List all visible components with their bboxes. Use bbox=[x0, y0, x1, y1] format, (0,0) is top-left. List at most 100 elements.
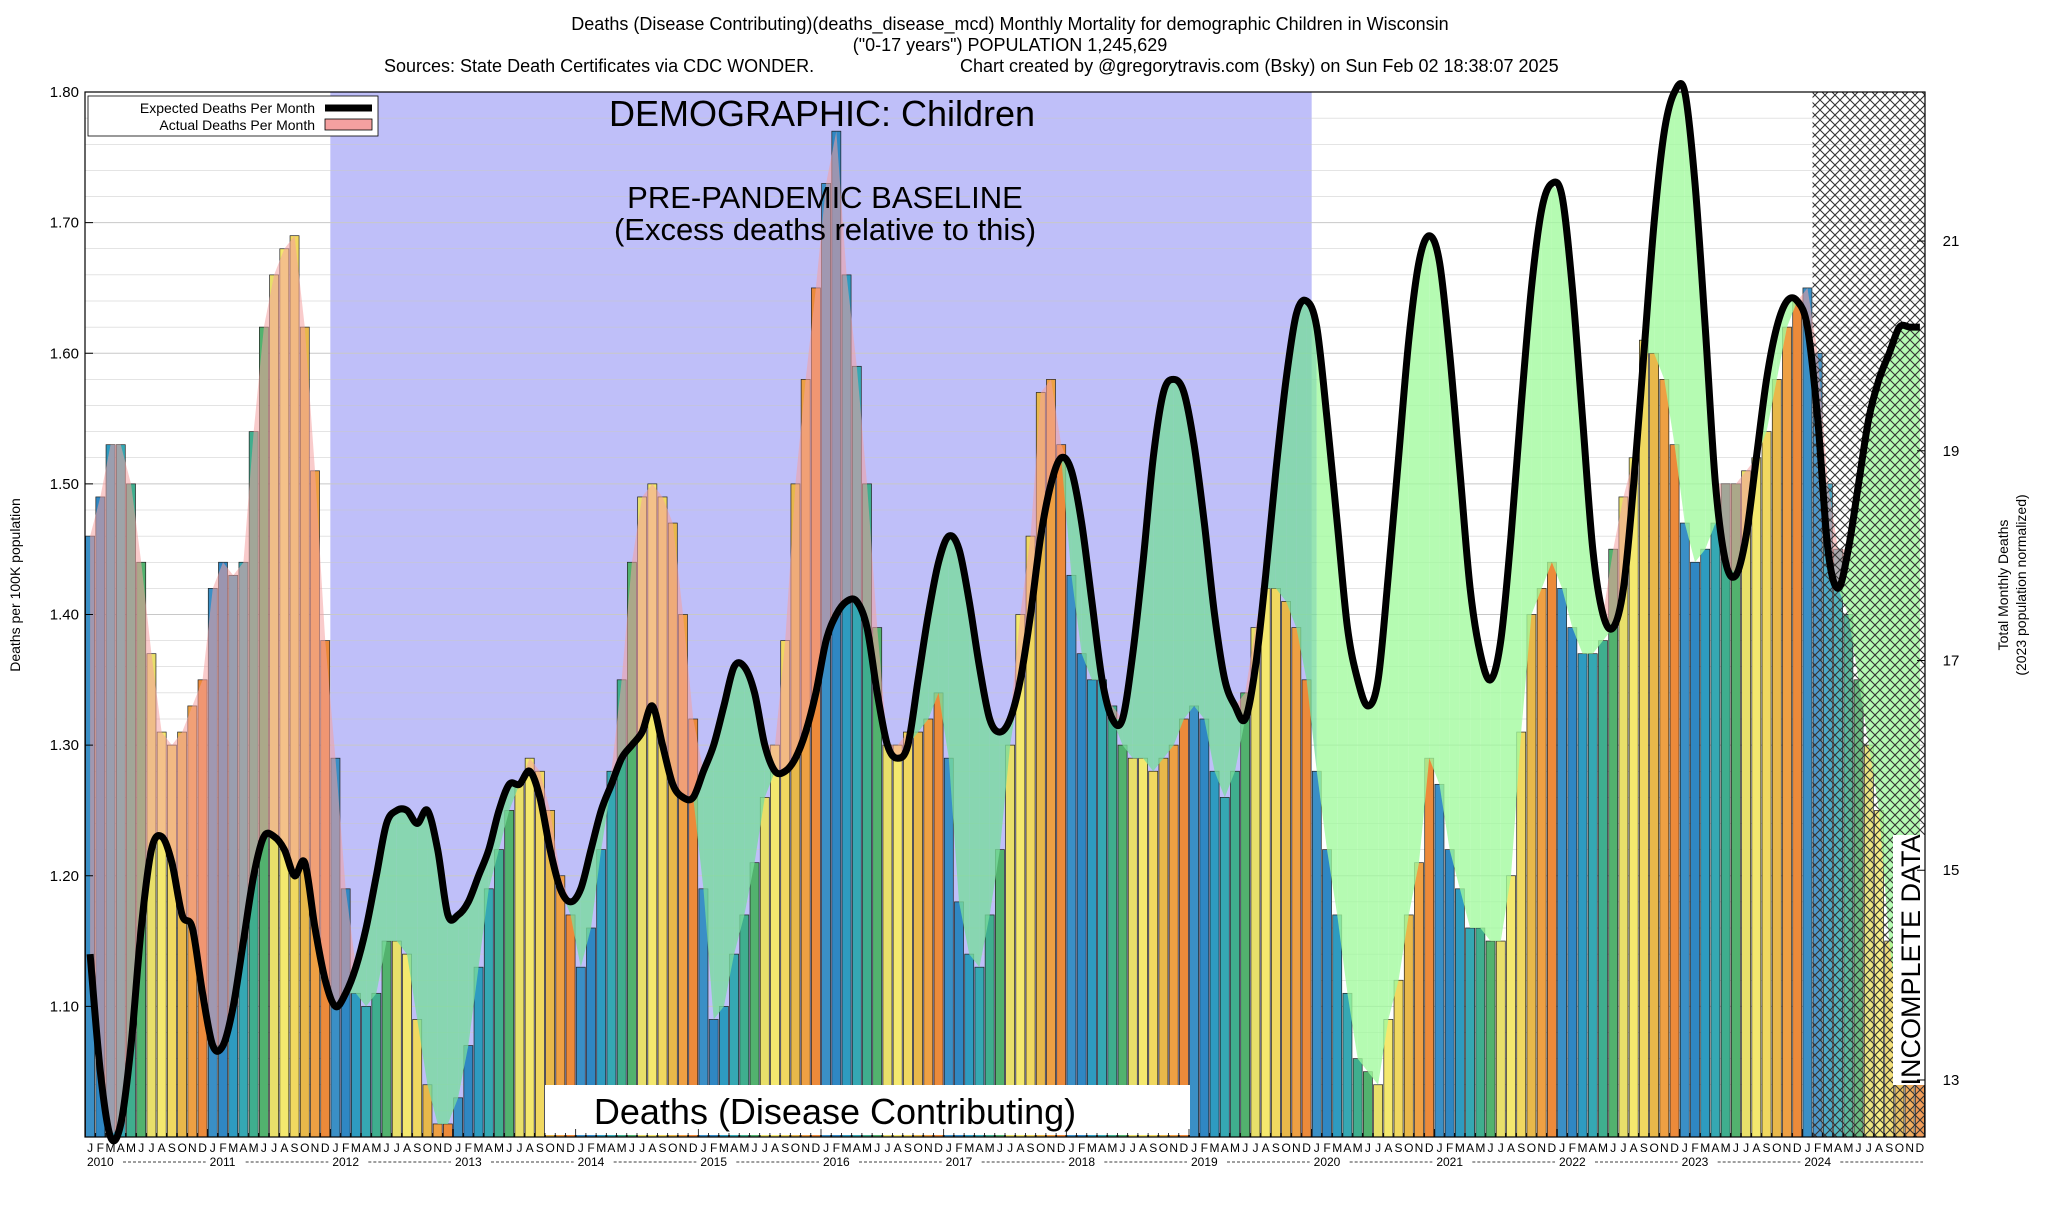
x-month-label: A bbox=[526, 1141, 534, 1155]
x-month-label: F bbox=[1201, 1141, 1208, 1155]
excess-fill-segment bbox=[1275, 379, 1287, 602]
x-month-label: A bbox=[239, 1141, 247, 1155]
y-tick-label: 1.40 bbox=[50, 607, 79, 624]
x-month-label: D bbox=[566, 1141, 575, 1155]
excess-fill-segment bbox=[1214, 614, 1225, 798]
excess-fill-segment bbox=[1398, 340, 1409, 981]
x-month-label: M bbox=[862, 1141, 872, 1155]
actual-bar bbox=[351, 992, 361, 1138]
x-month-label: N bbox=[924, 1141, 933, 1155]
excess-fill-segment bbox=[1306, 301, 1317, 772]
excess-fill-segment bbox=[386, 810, 397, 942]
x-month-label: J bbox=[455, 1141, 461, 1155]
x-month-label: D bbox=[321, 1141, 330, 1155]
excess-fill-segment bbox=[1490, 640, 1501, 942]
excess-fill-segment bbox=[437, 849, 448, 1124]
x-month-label: M bbox=[596, 1141, 606, 1155]
excess-fill-segment bbox=[427, 810, 438, 1124]
x-month-label: J bbox=[1866, 1141, 1872, 1155]
x-month-label: N bbox=[1905, 1141, 1914, 1155]
actual-bar bbox=[1761, 431, 1772, 1138]
x-month-label: D bbox=[1425, 1141, 1434, 1155]
x-month-label: S bbox=[168, 1141, 176, 1155]
plot-frame bbox=[84, 91, 1926, 1138]
y2-tick-label: 15 bbox=[1943, 862, 1960, 879]
actual-bar bbox=[402, 953, 412, 1138]
actual-bar bbox=[1056, 444, 1067, 1138]
x-month-label: J bbox=[1068, 1141, 1074, 1155]
x-year-label: 2021 bbox=[1436, 1155, 1463, 1169]
x-month-label: N bbox=[1660, 1141, 1669, 1155]
actual-bar bbox=[1516, 731, 1527, 1138]
chart-credit: Chart created by @gregorytravis.com (Bsk… bbox=[960, 56, 1559, 76]
x-month-label: M bbox=[249, 1141, 259, 1155]
x-month-label: M bbox=[1087, 1141, 1097, 1155]
excess-fill-segment bbox=[1541, 183, 1552, 589]
actual-bar bbox=[1260, 588, 1271, 1138]
x-month-label: M bbox=[964, 1141, 974, 1155]
actual-bar bbox=[1301, 679, 1312, 1138]
excess-fill-segment bbox=[723, 666, 735, 1007]
actual-bar bbox=[1720, 483, 1731, 1138]
excess-fill-segment bbox=[1204, 523, 1215, 772]
x-month-label: A bbox=[403, 1141, 411, 1155]
x-month-label: F bbox=[1691, 1141, 1698, 1155]
x-month-label: A bbox=[117, 1141, 125, 1155]
excess-fill-segment bbox=[1695, 183, 1706, 563]
actual-bar bbox=[1659, 379, 1670, 1138]
x-year-label: 2022 bbox=[1559, 1155, 1586, 1169]
actual-bar bbox=[1230, 770, 1240, 1138]
actual-bar bbox=[1700, 548, 1711, 1138]
actual-bar bbox=[443, 1123, 453, 1138]
actual-bar bbox=[1148, 770, 1159, 1138]
actual-bar bbox=[1342, 992, 1353, 1138]
actual-bar bbox=[1669, 444, 1680, 1138]
x-month-label: J bbox=[1314, 1141, 1320, 1155]
excess-fill-segment bbox=[366, 875, 377, 1007]
actual-bar bbox=[432, 1123, 443, 1138]
x-month-label: D bbox=[1916, 1141, 1925, 1155]
chart-header: Deaths (Disease Contributing)(deaths_dis… bbox=[384, 14, 1559, 76]
x-month-label: F bbox=[219, 1141, 226, 1155]
x-month-label: J bbox=[823, 1141, 829, 1155]
x-year-label: 2020 bbox=[1314, 1155, 1341, 1169]
x-month-label: M bbox=[1107, 1141, 1117, 1155]
x-month-label: S bbox=[536, 1141, 544, 1155]
excess-fill-segment bbox=[1684, 92, 1695, 563]
excess-fill-segment bbox=[1449, 353, 1460, 889]
x-month-label: N bbox=[679, 1141, 688, 1155]
excess-fill-segment bbox=[1296, 301, 1307, 680]
x-month-label: A bbox=[1343, 1141, 1351, 1155]
x-year-label: 2013 bbox=[455, 1155, 482, 1169]
excess-fill-segment bbox=[1163, 379, 1174, 759]
x-month-label: S bbox=[1517, 1141, 1525, 1155]
y2-tick-label: 21 bbox=[1943, 233, 1960, 250]
actual-bar bbox=[1434, 783, 1445, 1138]
x-month-label: D bbox=[198, 1141, 207, 1155]
x-month-label: F bbox=[1569, 1141, 1576, 1155]
x-month-label: S bbox=[1149, 1141, 1157, 1155]
x-year-label: 2011 bbox=[210, 1155, 236, 1169]
excess-fill-segment bbox=[1674, 92, 1685, 524]
actual-bar bbox=[1240, 692, 1251, 1138]
x-month-label: M bbox=[1843, 1141, 1853, 1155]
x-year-label: 2024 bbox=[1804, 1155, 1831, 1169]
excess-fill-segment bbox=[999, 719, 1011, 850]
x-month-label: J bbox=[138, 1141, 144, 1155]
demographic-label: DEMOGRAPHIC: Children bbox=[609, 93, 1035, 134]
actual-bar bbox=[1179, 718, 1189, 1138]
excess-fill-segment bbox=[1664, 92, 1675, 445]
x-month-label: M bbox=[1475, 1141, 1485, 1155]
x-month-label: D bbox=[934, 1141, 943, 1155]
x-month-label: F bbox=[833, 1141, 840, 1155]
x-month-label: O bbox=[177, 1141, 186, 1155]
x-month-label: J bbox=[700, 1141, 706, 1155]
actual-bar bbox=[1281, 601, 1291, 1138]
x-month-label: A bbox=[853, 1141, 861, 1155]
actual-bar bbox=[1219, 797, 1230, 1138]
x-month-label: D bbox=[812, 1141, 821, 1155]
actual-bar bbox=[1363, 1071, 1373, 1138]
x-year-label: 2014 bbox=[578, 1155, 605, 1169]
x-month-label: M bbox=[1598, 1141, 1608, 1155]
x-month-label: F bbox=[465, 1141, 472, 1155]
